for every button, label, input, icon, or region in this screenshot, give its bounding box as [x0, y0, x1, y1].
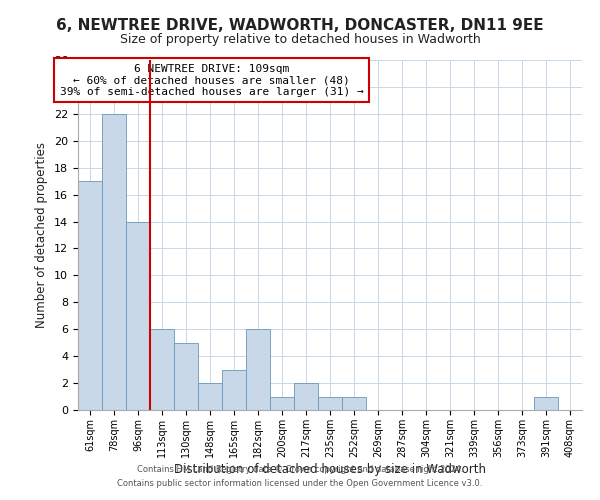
Bar	[318, 396, 342, 410]
Bar	[534, 396, 558, 410]
Bar	[174, 342, 198, 410]
Bar	[246, 329, 270, 410]
Text: Contains HM Land Registry data © Crown copyright and database right 2024.
Contai: Contains HM Land Registry data © Crown c…	[118, 466, 482, 487]
Bar	[198, 383, 222, 410]
Bar	[78, 181, 102, 410]
Text: Size of property relative to detached houses in Wadworth: Size of property relative to detached ho…	[119, 32, 481, 46]
Y-axis label: Number of detached properties: Number of detached properties	[35, 142, 49, 328]
Bar	[126, 222, 150, 410]
Bar	[150, 329, 174, 410]
Bar	[102, 114, 126, 410]
X-axis label: Distribution of detached houses by size in Wadworth: Distribution of detached houses by size …	[174, 462, 486, 475]
Bar	[222, 370, 246, 410]
Text: 6, NEWTREE DRIVE, WADWORTH, DONCASTER, DN11 9EE: 6, NEWTREE DRIVE, WADWORTH, DONCASTER, D…	[56, 18, 544, 32]
Bar	[270, 396, 294, 410]
Text: 6 NEWTREE DRIVE: 109sqm
← 60% of detached houses are smaller (48)
39% of semi-de: 6 NEWTREE DRIVE: 109sqm ← 60% of detache…	[59, 64, 364, 96]
Bar	[342, 396, 366, 410]
Bar	[294, 383, 318, 410]
